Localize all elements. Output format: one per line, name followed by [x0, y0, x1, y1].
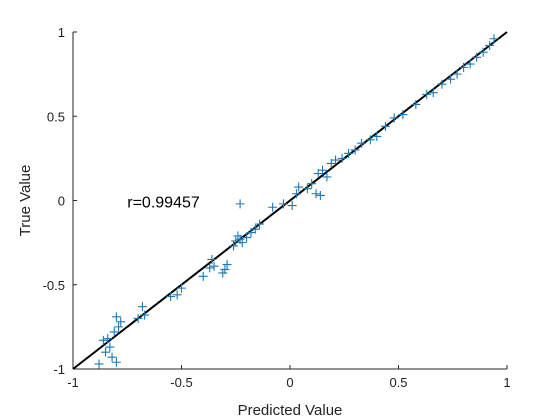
data-point	[242, 233, 252, 243]
data-point	[452, 69, 462, 79]
y-tick-label: 0.5	[47, 109, 65, 124]
data-point	[437, 79, 447, 89]
data-point	[114, 322, 124, 332]
data-point	[231, 236, 241, 246]
data-point	[172, 290, 182, 300]
data-point	[268, 202, 278, 212]
data-point	[166, 292, 176, 302]
data-point	[278, 199, 288, 209]
data-point	[209, 261, 219, 271]
data-point	[294, 182, 304, 192]
data-point	[472, 52, 482, 62]
x-tick-label: 1	[503, 375, 510, 390]
data-point	[116, 317, 126, 327]
y-tick-label: 0	[58, 194, 65, 209]
data-point	[133, 313, 143, 323]
data-point	[250, 224, 260, 234]
data-point	[398, 110, 408, 120]
x-tick-label: -1	[67, 375, 79, 390]
x-tick-label: 0.5	[389, 375, 407, 390]
data-point	[235, 199, 245, 209]
data-point	[337, 153, 347, 163]
data-point	[255, 219, 265, 229]
data-point	[318, 165, 328, 175]
data-point	[428, 88, 438, 98]
data-point	[350, 145, 360, 155]
data-point	[103, 334, 113, 344]
data-point	[331, 155, 341, 165]
data-point	[322, 172, 332, 182]
data-points	[94, 34, 499, 369]
data-point	[207, 254, 217, 264]
data-point	[365, 135, 375, 145]
data-point	[344, 148, 354, 158]
data-point	[107, 352, 117, 362]
data-point	[237, 238, 247, 248]
data-point	[137, 302, 147, 312]
data-point	[489, 34, 499, 44]
data-point	[111, 357, 121, 367]
y-tick-label: 1	[58, 25, 65, 40]
data-point	[229, 241, 239, 251]
fit-line	[72, 31, 508, 370]
data-point	[109, 327, 119, 337]
data-point	[372, 131, 382, 141]
correlation-annotation: r=0.99457	[127, 195, 200, 212]
tick-labels: -1 -0.5 0 0.5 1 -1 -0.5 0 0.5 1	[43, 25, 511, 390]
data-point	[485, 40, 495, 50]
data-point	[140, 310, 150, 320]
data-point	[311, 189, 321, 199]
data-point	[220, 265, 230, 275]
data-point	[411, 99, 421, 109]
data-point	[94, 359, 104, 369]
x-tick-label: -0.5	[170, 375, 192, 390]
data-point	[357, 138, 367, 148]
y-tick-label: -1	[53, 362, 65, 377]
data-point	[380, 121, 390, 131]
data-point	[302, 184, 312, 194]
data-point	[222, 260, 232, 270]
data-point	[315, 190, 325, 200]
data-point	[287, 201, 297, 211]
data-point	[307, 179, 317, 189]
data-point	[292, 189, 302, 199]
data-point	[101, 347, 111, 357]
data-point	[177, 283, 186, 293]
data-point	[465, 59, 475, 69]
data-point	[105, 342, 115, 352]
data-point	[205, 263, 215, 273]
y-tick-label: -0.5	[43, 278, 65, 293]
x-axis-title: Predicted Value	[238, 402, 343, 419]
data-point	[98, 335, 108, 345]
data-point	[198, 271, 208, 281]
data-point	[389, 113, 399, 123]
x-tick-label: 0	[286, 375, 293, 390]
data-point	[111, 312, 121, 322]
data-point	[478, 47, 488, 57]
data-point	[459, 62, 469, 72]
y-axis-title: True Value	[17, 165, 34, 237]
data-point	[446, 74, 456, 84]
data-point	[422, 89, 432, 99]
